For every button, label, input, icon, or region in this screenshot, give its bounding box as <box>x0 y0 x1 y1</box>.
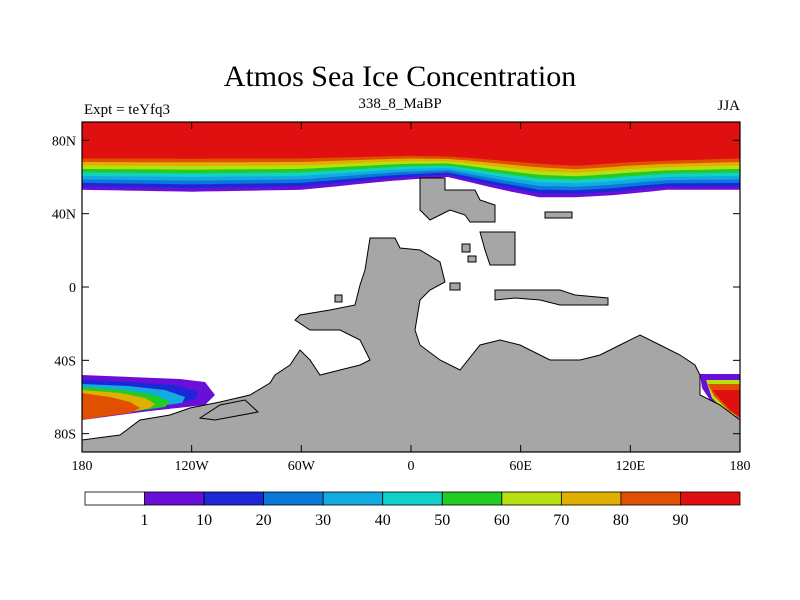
experiment-label: Expt = teYfq3 <box>84 102 170 118</box>
ice-contour-band <box>82 122 740 166</box>
y-tick-label: 80S <box>54 428 76 443</box>
south-ice-east <box>700 374 740 418</box>
colorbar-label: 30 <box>315 512 331 529</box>
colorbar-label: 10 <box>196 512 212 529</box>
colorbar-label: 90 <box>672 512 688 529</box>
season-label: JJA <box>717 98 740 114</box>
landmass-islet <box>461 243 471 253</box>
colorbar-swatch <box>620 491 681 506</box>
colorbar-swatch <box>203 491 265 506</box>
landmass-north <box>419 177 496 223</box>
colorbar-label: 1 <box>141 512 149 529</box>
colorbar-swatch <box>560 491 622 506</box>
landmass-island-east <box>479 231 516 266</box>
map-field <box>82 122 740 452</box>
landmass-islet <box>449 282 461 291</box>
x-tick-label: 180 <box>72 459 93 474</box>
colorbar-label: 40 <box>375 512 391 529</box>
y-tick-label: 0 <box>69 281 76 296</box>
x-tick-label: 60W <box>288 459 316 474</box>
period-label: 338_8_MaBP <box>358 96 442 112</box>
x-tick-label: 120E <box>616 459 646 474</box>
colorbar-swatch <box>441 491 503 506</box>
colorbar-label: 80 <box>613 512 629 529</box>
x-tick-label: 0 <box>408 459 415 474</box>
x-tick-label: 120W <box>175 459 210 474</box>
colorbar-swatch <box>680 491 741 506</box>
landmass-peninsula <box>198 399 260 421</box>
axis-ticks: 180 120W 60W 0 60E 120E 180 80N 40N 0 40S 80S <box>52 122 751 474</box>
south-ice-pacific <box>82 375 215 420</box>
y-tick-label: 40S <box>54 354 76 369</box>
y-tick-label: 80N <box>52 134 76 149</box>
colorbar-swatch <box>263 491 324 506</box>
colorbar-swatch <box>501 491 562 506</box>
colorbar-label: 20 <box>256 512 272 529</box>
land-masses <box>82 177 740 452</box>
colorbar-label: 50 <box>434 512 450 529</box>
colorbar-swatch <box>382 491 443 506</box>
x-tick-label: 180 <box>730 459 751 474</box>
chart-title: Atmos Sea Ice Concentration <box>223 60 577 93</box>
colorbar-swatch <box>322 491 384 506</box>
landmass-strip <box>494 289 609 306</box>
landmass-main <box>82 237 740 452</box>
x-tick-label: 60E <box>509 459 532 474</box>
landmass-islet <box>544 211 573 219</box>
landmass-islet <box>467 255 477 263</box>
colorbar-swatch <box>144 491 205 506</box>
north-ice-band <box>82 122 740 198</box>
landmass-islet <box>334 294 343 303</box>
colorbar-label: 70 <box>553 512 569 529</box>
y-tick-label: 40N <box>52 208 76 223</box>
colorbar: 1 10 20 30 40 50 60 70 80 90 <box>84 491 741 529</box>
colorbar-label: 60 <box>494 512 510 529</box>
colorbar-swatch <box>84 491 145 506</box>
